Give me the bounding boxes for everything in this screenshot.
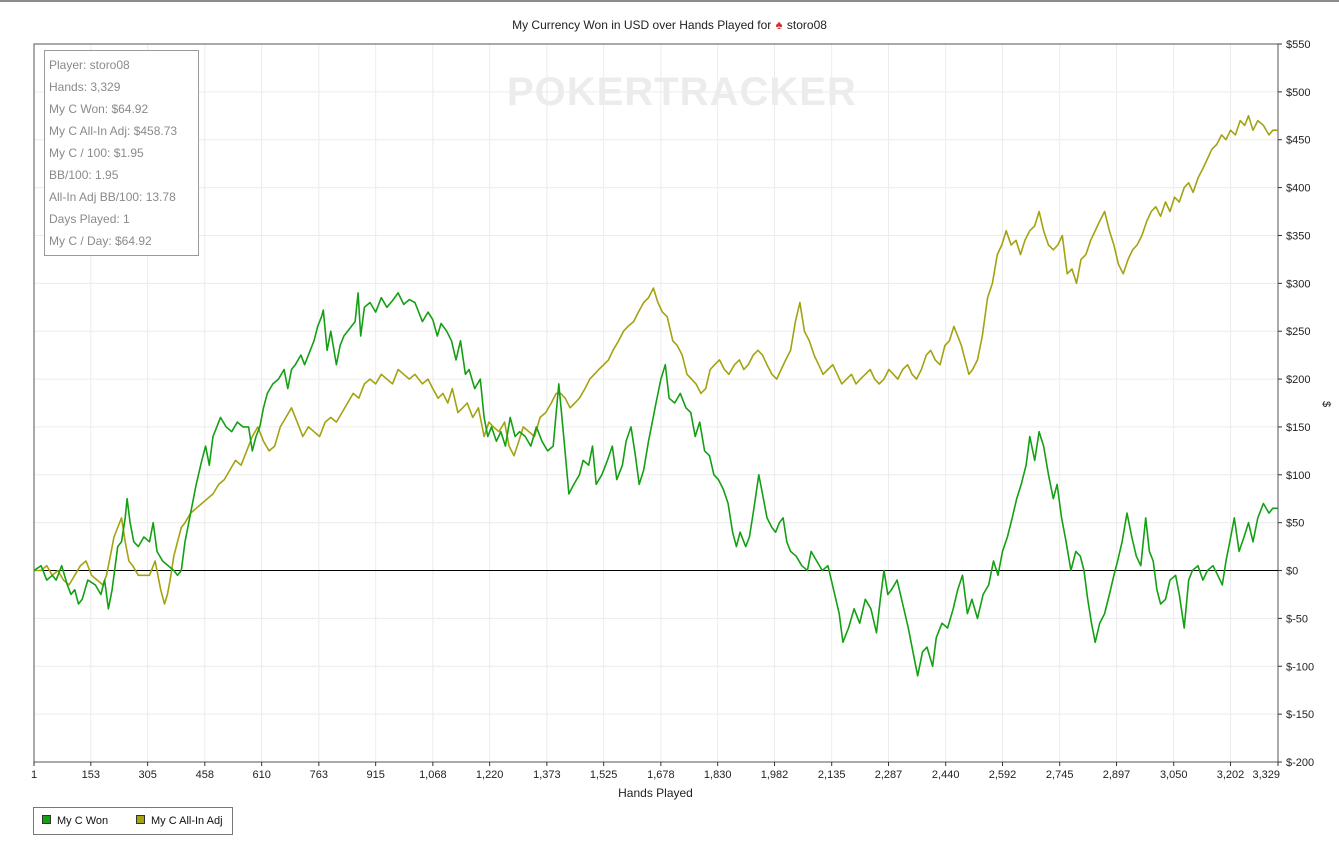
x-tick-label: 1,525 <box>590 769 618 781</box>
y-tick-label: $350 <box>1286 230 1310 242</box>
x-tick-label: 153 <box>82 769 100 781</box>
y-tick-label: $500 <box>1286 87 1310 99</box>
y-tick-label: $400 <box>1286 183 1310 195</box>
stat-days-played: Days Played: 1 <box>49 212 130 226</box>
legend-item-adj[interactable]: My C All-In Adj <box>136 815 223 827</box>
y-tick-label: $550 <box>1286 39 1310 51</box>
x-tick-label: 610 <box>252 769 270 781</box>
x-tick-label: 2,135 <box>818 769 846 781</box>
x-tick-label: 1,220 <box>476 769 504 781</box>
y-tick-label: $300 <box>1286 278 1310 290</box>
x-tick-label: 1 <box>31 769 37 781</box>
legend-swatch-adj <box>136 815 145 824</box>
legend-swatch-won <box>42 815 51 824</box>
stat-allin-bb-100: All-In Adj BB/100: 13.78 <box>49 190 176 204</box>
top-border <box>0 0 1339 2</box>
series-line-allin-adj <box>34 115 1278 605</box>
y-tick-label: $-200 <box>1286 757 1314 769</box>
y-axis: $550 $500 $450 $400 $350 $300 $250 $200 $150 $100… <box>1278 39 1314 769</box>
x-tick-label: 1,678 <box>647 769 675 781</box>
x-tick-label: 763 <box>310 769 328 781</box>
x-tick-label: 2,440 <box>932 769 960 781</box>
y-axis-label: $ <box>1320 400 1333 408</box>
x-tick-label: 1,373 <box>533 769 561 781</box>
stat-hands: Hands: 3,329 <box>49 80 121 94</box>
legend-label-won: My C Won <box>57 815 109 827</box>
chart-series <box>33 115 1278 677</box>
stats-box: Player: storo08 Hands: 3,329 My C Won: $… <box>44 50 199 256</box>
y-tick-label: $200 <box>1286 374 1310 386</box>
chart-title-player: storo08 <box>786 18 827 32</box>
x-tick-label: 3,202 <box>1217 769 1245 781</box>
stat-per-day: My C / Day: $64.92 <box>49 234 152 248</box>
x-tick-label: 1,068 <box>419 769 447 781</box>
x-tick-label: 915 <box>366 769 384 781</box>
chart-title: My Currency Won in USD over Hands Played… <box>0 17 1339 32</box>
x-tick-label: 3,050 <box>1160 769 1188 781</box>
y-tick-label: $250 <box>1286 326 1310 338</box>
x-tick-label: 3,329 <box>1252 769 1280 781</box>
x-tick-label: 2,287 <box>875 769 903 781</box>
y-tick-label: $-150 <box>1286 709 1314 721</box>
x-tick-label: 2,745 <box>1046 769 1074 781</box>
x-tick-label: 458 <box>196 769 214 781</box>
chart-title-text: My Currency Won in USD over Hands Played… <box>512 18 772 32</box>
legend-item-won[interactable]: My C Won <box>42 815 108 827</box>
stat-bb-100: BB/100: 1.95 <box>49 168 119 182</box>
legend-label-adj: My C All-In Adj <box>151 815 223 827</box>
stat-won: My C Won: $64.92 <box>49 102 149 116</box>
y-tick-label: $0 <box>1286 566 1298 578</box>
y-tick-label: $50 <box>1286 518 1304 530</box>
x-tick-label: 305 <box>138 769 156 781</box>
spade-icon: ♠ <box>775 17 783 32</box>
stat-player: Player: storo08 <box>49 58 130 72</box>
x-tick-label: 2,592 <box>989 769 1017 781</box>
y-tick-label: $100 <box>1286 470 1310 482</box>
legend: My C Won My C All-In Adj <box>33 807 233 835</box>
x-axis: 1 153 305 458 610 763 915 1,068 1,220 1,373 1,525 1… <box>31 762 1280 781</box>
y-tick-label: $450 <box>1286 135 1310 147</box>
plot-frame <box>33 43 1279 763</box>
x-tick-label: 2,897 <box>1103 769 1131 781</box>
x-axis-label: Hands Played <box>618 786 693 800</box>
stat-allin-adj: My C All-In Adj: $458.73 <box>49 124 178 138</box>
x-tick-label: 1,830 <box>704 769 732 781</box>
series-line-won <box>33 292 1278 677</box>
y-tick-label: $-100 <box>1286 661 1314 673</box>
x-tick-label: 1,982 <box>761 769 789 781</box>
y-tick-label: $-50 <box>1286 613 1308 625</box>
y-tick-label: $150 <box>1286 422 1310 434</box>
stat-per-100: My C / 100: $1.95 <box>49 146 144 160</box>
